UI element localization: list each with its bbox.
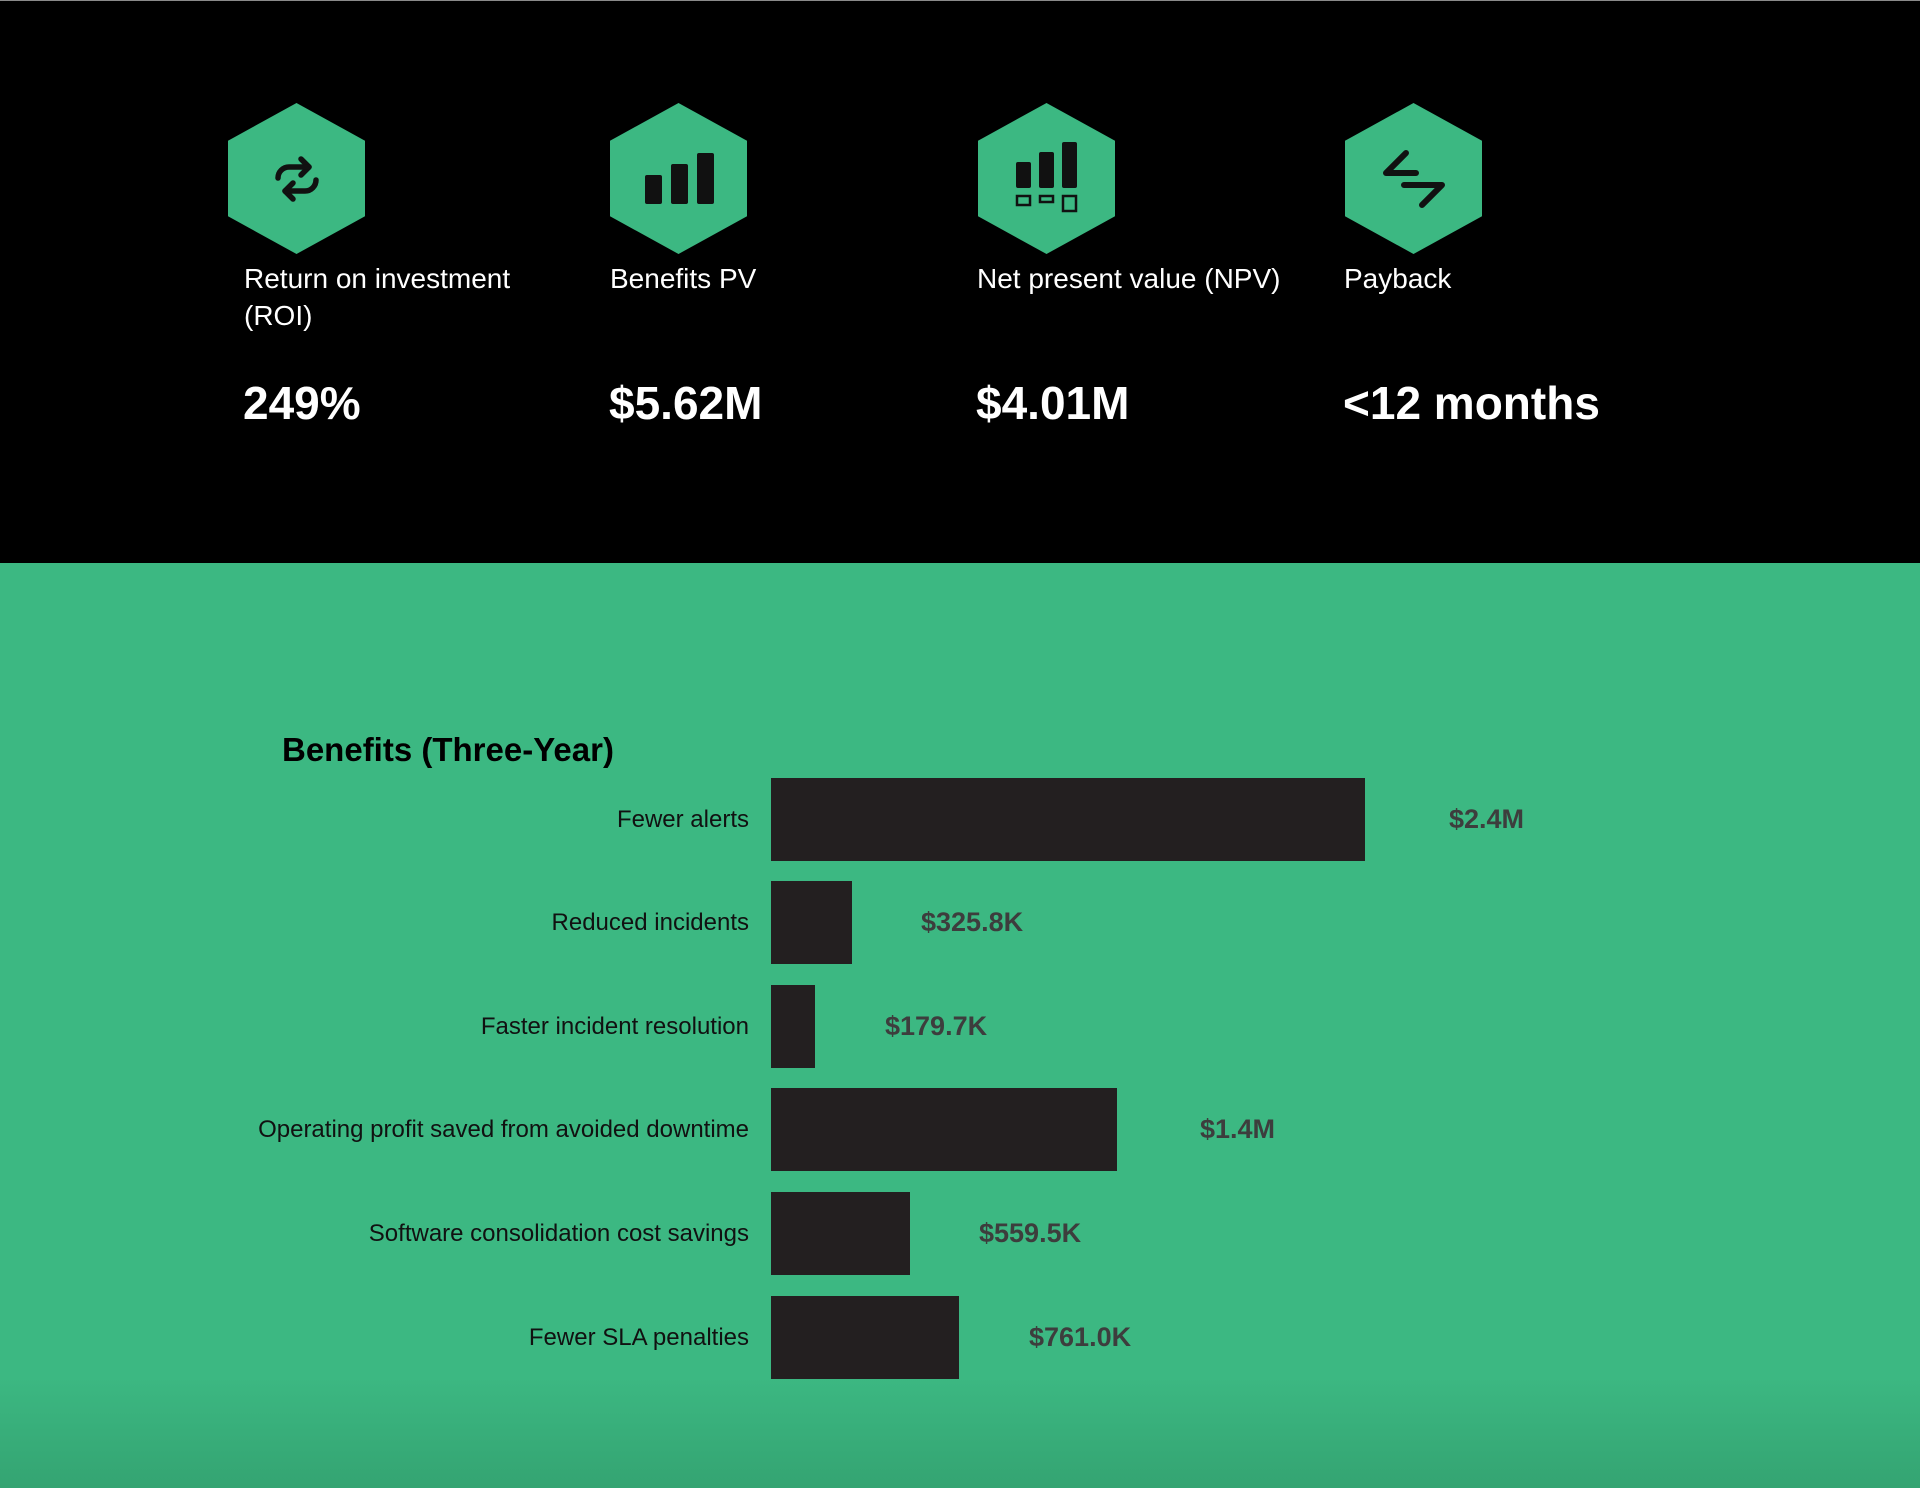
refresh-cycle-icon [274,155,319,202]
bar-value-label: $761.0K [1029,1322,1132,1352]
bar [771,985,815,1068]
kpi-hexagon [610,103,747,254]
kpi-label: Return on investment (ROI) [244,263,511,331]
bar-chart-icon [644,152,714,204]
bar-value-label: $2.4M [1449,804,1525,834]
kpi-label: Benefits PV [610,263,757,294]
bar-row: Fewer SLA penalties $761.0K [0,1296,1920,1379]
kpi-hexagon [1345,103,1482,254]
bar-value-label: $179.7K [885,1011,988,1041]
kpi-value: $4.01M [976,377,1130,429]
bar-value-label: $325.8K [921,907,1024,937]
kpi-value: 249% [243,377,361,429]
bar-value-label: $559.5K [979,1218,1082,1248]
bar-category-label: Fewer alerts [616,805,749,833]
kpi-payback: Payback <12 months [0,1,1600,521]
kpi-value: <12 months [1343,377,1600,429]
bar-chart-with-boxes-icon [1015,141,1077,212]
bar-row: Faster incident resolution $179.7K [0,985,1920,1068]
benefits-section [0,563,1920,1488]
bar-category-label: Fewer SLA penalties [528,1323,749,1351]
kpi-hexagon [228,103,365,254]
bar [771,778,1365,861]
chart-title: Benefits (Three-Year) [282,731,614,768]
bar-row: Operating profit saved from avoided down… [0,1088,1920,1171]
kpi-label: Net present value (NPV) [977,263,1281,294]
bar-row: Reduced incidents $325.8K [0,881,1920,964]
kpi-label: Payback [1344,263,1452,294]
bar-category-label: Operating profit saved from avoided down… [258,1115,749,1143]
bar-row: Fewer alerts $2.4M [0,778,1920,861]
bar [771,881,852,964]
bar-category-label: Reduced incidents [551,908,749,936]
exchange-arrows-icon [1382,149,1445,208]
bar-category-label: Software consolidation cost savings [368,1219,749,1247]
kpi-band: Return on investment (ROI) 249% Benefits… [0,1,1920,563]
bar-value-label: $1.4M [1200,1114,1276,1144]
bar-row: Software consolidation cost savings $559… [0,1192,1920,1275]
kpi-roi: Return on investment (ROI) 249% [0,1,510,521]
kpi-hexagon [978,103,1115,254]
bar [771,1192,910,1275]
top-border [0,0,1920,1]
bar [771,1296,959,1379]
bar-category-label: Faster incident resolution [480,1012,749,1040]
bar [771,1088,1117,1171]
kpi-value: $5.62M [609,377,763,429]
